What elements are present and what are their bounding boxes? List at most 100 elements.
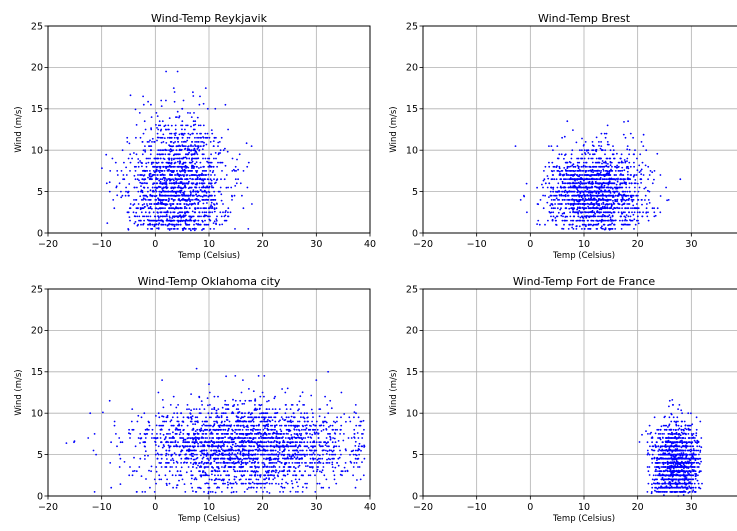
scatter-point [331, 424, 334, 427]
scatter-point [128, 207, 131, 210]
scatter-point [571, 226, 573, 229]
scatter-point [636, 182, 639, 185]
scatter-point [178, 157, 181, 160]
scatter-point [232, 449, 235, 452]
scatter-point [160, 141, 163, 144]
scatter-point [290, 434, 293, 436]
y-tick-label: 15 [31, 104, 43, 115]
scatter-point [158, 193, 161, 196]
scatter-point [212, 140, 215, 142]
scatter-point [549, 194, 552, 197]
scatter-point [162, 433, 165, 436]
scatter-point [102, 411, 104, 414]
scatter-point [572, 215, 575, 218]
scatter-point [210, 431, 213, 434]
scatter-point [570, 170, 572, 172]
scatter-point [286, 441, 289, 444]
scatter-point [182, 145, 185, 147]
scatter-point [171, 466, 173, 468]
scatter-point [252, 459, 255, 461]
scatter-point [566, 182, 569, 185]
scatter-point [236, 158, 238, 161]
scatter-point [576, 219, 579, 222]
scatter-point [614, 219, 617, 222]
scatter-point [659, 174, 662, 176]
scatter-point [322, 466, 325, 468]
scatter-point [554, 203, 556, 205]
scatter-point [547, 177, 550, 180]
scatter-point [220, 462, 222, 464]
scatter-point [334, 428, 337, 431]
scatter-point [592, 153, 594, 156]
scatter-point [632, 207, 634, 210]
scatter-point [150, 161, 153, 164]
scatter-point [194, 190, 197, 193]
scatter-point [585, 203, 587, 205]
scatter-point [160, 99, 163, 102]
scatter-point [594, 149, 597, 152]
scatter-point [572, 186, 575, 189]
scatter-point [244, 412, 246, 415]
scatter-point [165, 184, 168, 186]
scatter-point [233, 475, 236, 478]
scatter-point [200, 400, 203, 402]
scatter-point [183, 198, 186, 201]
scatter-point [616, 190, 619, 193]
scatter-point [290, 415, 293, 418]
scatter-point [108, 181, 111, 184]
scatter-point [153, 141, 156, 143]
scatter-point [598, 219, 601, 222]
scatter-point [174, 207, 177, 210]
scatter-point [213, 194, 216, 197]
scatter-point [169, 204, 172, 207]
scatter-point [601, 215, 604, 218]
scatter-point [210, 199, 212, 201]
scatter-point [584, 194, 587, 197]
scatter-point [318, 415, 321, 418]
scatter-point [128, 194, 130, 197]
scatter-point [600, 149, 603, 151]
scatter-point [202, 102, 205, 105]
scatter-point [577, 194, 580, 197]
scatter-point [299, 395, 302, 398]
scatter-point [595, 203, 598, 205]
scatter-point [202, 228, 205, 230]
scatter-point [208, 136, 211, 139]
scatter-point [553, 178, 556, 181]
scatter-point [241, 416, 244, 419]
scatter-point [567, 186, 570, 189]
scatter-point [624, 207, 627, 210]
y-tick-label: 25 [406, 21, 418, 32]
scatter-point [134, 170, 137, 172]
scatter-point [569, 211, 571, 214]
scatter-point [361, 461, 363, 463]
scatter-point [576, 211, 579, 214]
scatter-point [334, 453, 336, 456]
scatter-point [106, 222, 109, 225]
scatter-point [217, 461, 220, 464]
scatter-point [204, 132, 207, 135]
scatter-point [181, 187, 184, 190]
scatter-point [591, 174, 593, 176]
scatter-point [181, 144, 184, 146]
scatter-point [584, 211, 587, 214]
scatter-point [561, 227, 563, 230]
scatter-point [547, 219, 549, 222]
scatter-point [305, 486, 308, 489]
scatter-point [590, 170, 593, 172]
scatter-point [252, 486, 255, 489]
scatter-point [182, 214, 185, 217]
scatter-point [325, 453, 328, 455]
scatter-point [558, 165, 561, 168]
scatter-point [152, 190, 155, 193]
scatter-point [609, 164, 612, 167]
scatter-point [206, 160, 209, 163]
scatter-point [309, 457, 312, 460]
scatter-point [349, 420, 352, 423]
scatter-point [606, 124, 609, 127]
scatter-point [125, 186, 127, 189]
scatter-point [611, 165, 613, 168]
scatter-point [141, 178, 144, 181]
scatter-point [210, 161, 213, 164]
scatter-point [587, 170, 590, 172]
